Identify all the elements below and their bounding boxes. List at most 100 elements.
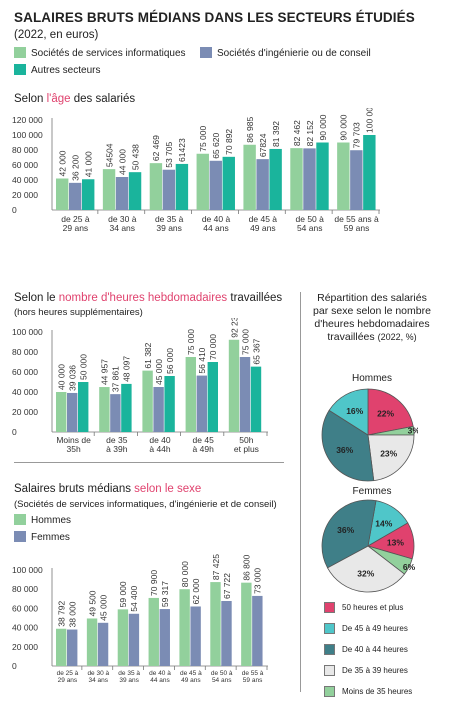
data-label: 42 000 — [58, 150, 68, 176]
pie-title-women: Femmes — [352, 486, 392, 497]
data-label: 67824 — [258, 133, 268, 157]
bar — [102, 169, 116, 210]
pie-legend-swatch — [324, 623, 335, 634]
section-title-highlight: nombre d'heures hebdomadaires — [58, 292, 228, 304]
bar — [69, 182, 82, 210]
bar — [175, 163, 189, 210]
x-category-label: à 39h — [106, 444, 128, 454]
bar — [207, 362, 218, 432]
bar — [196, 375, 207, 432]
pie-legend-label: De 45 à 49 heures — [342, 624, 408, 633]
x-category-label: de 40 — [149, 435, 171, 445]
bar — [78, 382, 89, 432]
bar — [241, 582, 252, 666]
data-label: 73 000 — [253, 568, 263, 594]
x-category-label: 44 ans — [150, 677, 170, 684]
bar — [337, 142, 350, 210]
section-title-sex: Salaires bruts médians selon le sexe — [14, 483, 201, 495]
data-label: 75 000 — [186, 329, 196, 355]
bar — [290, 148, 303, 210]
y-tick-label: 40 000 — [12, 387, 38, 397]
bar — [228, 339, 240, 432]
legend-item-engineering: Sociétés d'ingénierie ou de conseil — [200, 47, 371, 59]
pie-label: 14% — [375, 518, 392, 528]
bar — [179, 589, 190, 666]
pie-legend-label: De 35 à 39 heures — [342, 666, 408, 675]
data-label: 45 000 — [98, 595, 108, 621]
bar — [56, 628, 67, 666]
x-category-label: de 30 à — [108, 214, 137, 224]
bar — [269, 148, 282, 210]
data-label: 90 000 — [339, 114, 349, 140]
x-category-label: 35h — [67, 444, 81, 454]
data-label: 41 000 — [84, 151, 94, 177]
legend-swatch-blue — [14, 531, 26, 542]
bar — [128, 172, 142, 210]
data-label: 92 231 — [229, 318, 239, 338]
legend-item-men: Hommes — [14, 514, 71, 526]
data-label: 65 620 — [211, 133, 221, 159]
x-category-label: 29 ans — [58, 677, 78, 684]
sidebar-title-line: d'heures hebdomadaires — [314, 318, 430, 330]
pie-chart-women: 14% 13% 6% 32% 36% — [321, 499, 416, 593]
pie-label: 13% — [387, 538, 404, 548]
x-category-label: de 30 à — [87, 670, 109, 677]
bar — [117, 609, 129, 666]
bar — [110, 394, 121, 432]
data-label: 56 410 — [197, 347, 207, 373]
bar — [86, 618, 98, 666]
data-label: 61423 — [177, 138, 187, 162]
pie-slice — [328, 388, 369, 436]
pie-label: 32% — [357, 569, 374, 579]
x-category-label: de 55 à — [242, 670, 264, 677]
data-label: 82 462 — [292, 120, 302, 146]
pie-label: 16% — [346, 406, 363, 416]
data-label: 62 000 — [191, 578, 201, 604]
bar — [56, 178, 69, 210]
section-title-age: Selon l'âge des salariés — [14, 93, 135, 105]
y-tick-label: 60 000 — [12, 367, 38, 377]
data-label: 87 425 — [211, 554, 221, 580]
x-category-label: de 35 — [106, 435, 128, 445]
data-label: 37 861 — [111, 366, 121, 392]
sidebar-title-line: travaillées — [327, 331, 375, 343]
bar — [209, 160, 222, 210]
page-title: SALAIRES BRUTS MÉDIANS DANS LES SECTEURS… — [14, 10, 415, 25]
x-category-label: de 45 — [193, 435, 215, 445]
bar — [128, 613, 140, 666]
legend-swatch-green — [14, 47, 26, 58]
data-label: 70 900 — [149, 570, 159, 596]
pie-legend-item: De 45 à 49 heures — [324, 623, 408, 634]
data-label: 90 000 — [318, 114, 328, 140]
x-category-label: 49 ans — [250, 223, 276, 233]
data-label: 44 957 — [100, 359, 110, 385]
data-label: 79 703 — [352, 122, 362, 148]
y-tick-label: 20 000 — [12, 190, 38, 200]
sidebar-title-line: Répartition des salariés — [317, 292, 427, 304]
y-tick-label: 120 000 — [12, 115, 43, 125]
sex-bar-chart: 0 20 000 40 000 60 000 80 000 100 000 38 792 38… — [12, 554, 268, 684]
x-category-label: 49 ans — [181, 677, 201, 684]
pie-chart-men: 22% 3% 23% 36% 16% — [321, 388, 418, 482]
legend-label: Sociétés d'ingénierie ou de conseil — [217, 48, 371, 59]
bar — [164, 376, 175, 432]
section-title-text: Selon — [14, 93, 47, 105]
y-tick-label: 0 — [12, 427, 17, 437]
legend-swatch-teal — [14, 64, 26, 75]
legend-label: Sociétés de services informatiques — [31, 48, 186, 59]
bar — [142, 370, 153, 432]
section-title-text: Salaires bruts médians — [14, 483, 135, 495]
data-label: 59 000 — [118, 581, 128, 607]
pie-legend-item: 50 heures et plus — [324, 602, 403, 613]
sidebar-divider — [300, 292, 301, 692]
bar — [148, 597, 159, 666]
bar — [153, 387, 164, 432]
pie-slice — [367, 434, 415, 482]
x-category-label: de 25 à — [61, 214, 90, 224]
y-tick-label: 100 000 — [12, 130, 43, 140]
x-category-label: 54 ans — [212, 677, 232, 684]
sidebar-title-line: par sexe selon le nombre — [313, 305, 431, 317]
data-label: 48 097 — [122, 356, 132, 382]
bar — [115, 177, 129, 210]
pie-legend-item: De 35 à 39 heures — [324, 665, 408, 676]
